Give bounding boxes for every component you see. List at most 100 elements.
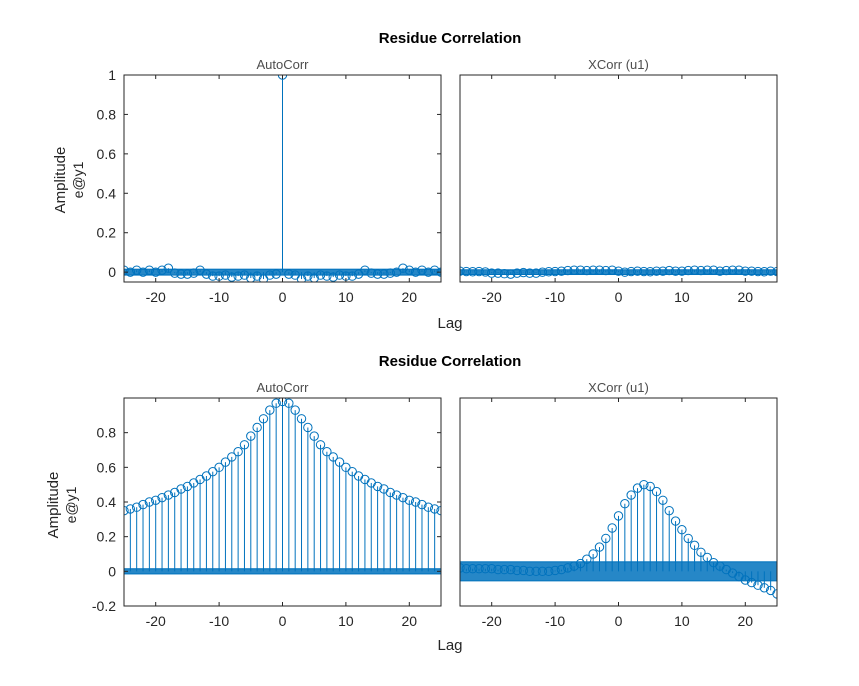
stem-marker	[651, 266, 662, 276]
stem-marker	[246, 431, 256, 441]
stem-marker	[208, 271, 218, 281]
stem-marker	[658, 495, 668, 505]
row2-ylabel-sub: e@y1	[63, 486, 79, 523]
stem-marker	[480, 564, 491, 574]
stem-marker	[493, 268, 503, 278]
stem-marker	[582, 554, 592, 564]
stem-marker	[531, 566, 541, 577]
stem-marker	[220, 457, 231, 467]
panel-title: AutoCorr	[256, 380, 309, 395]
stem-marker	[569, 561, 579, 571]
x-tick-label: 20	[738, 613, 754, 629]
stem-marker	[347, 466, 357, 477]
stem-marker	[626, 266, 636, 277]
stem-marker	[182, 269, 193, 279]
stem-marker	[499, 269, 510, 279]
stem-marker	[157, 492, 167, 503]
x-tick-label: 10	[338, 613, 354, 629]
x-tick-label: 0	[279, 289, 287, 305]
stem-marker	[594, 265, 605, 275]
stem-marker	[423, 267, 434, 277]
stem-marker	[296, 414, 307, 424]
stem-marker	[328, 272, 338, 282]
stem-marker	[537, 267, 548, 277]
stem-marker	[575, 558, 586, 569]
stem-marker	[410, 497, 421, 507]
stem-marker	[493, 564, 503, 575]
stem-marker	[170, 268, 180, 278]
x-tick-label: -20	[146, 289, 166, 305]
y-tick-label: 0.8	[97, 106, 117, 122]
stem-marker	[525, 566, 535, 577]
y-tick-label: 0.4	[97, 494, 117, 510]
y-tick-label: -0.2	[92, 598, 116, 614]
stem-marker	[670, 266, 681, 276]
y-tick-label: 0.8	[97, 425, 117, 441]
stem-marker	[677, 525, 687, 535]
stem-marker	[753, 266, 763, 277]
stem-marker	[544, 267, 554, 277]
y-tick-label: 0.6	[97, 146, 117, 162]
stem-marker	[734, 265, 744, 275]
stem-marker	[410, 267, 421, 277]
stem-marker	[284, 269, 294, 279]
stem-marker	[315, 440, 326, 450]
stem-marker	[461, 564, 472, 574]
stem-marker	[277, 398, 288, 407]
stem-marker	[201, 269, 212, 279]
stem-marker	[322, 271, 332, 281]
stem-marker	[239, 270, 250, 280]
stem-marker	[417, 265, 427, 275]
stem-marker	[727, 265, 738, 275]
x-tick-label: -20	[146, 613, 166, 629]
stem-marker	[460, 266, 465, 276]
stem-marker	[746, 577, 757, 588]
stem-marker	[563, 265, 573, 276]
row1-xlabel: Lag	[437, 315, 462, 332]
stem-marker	[334, 457, 345, 467]
stem-marker	[271, 269, 281, 279]
stem-marker	[315, 270, 326, 280]
stem-marker	[423, 502, 434, 512]
y-tick-label: 0	[108, 264, 116, 280]
panel-3-data	[124, 398, 441, 575]
stem-marker	[379, 269, 389, 279]
stem-marker	[683, 265, 693, 276]
stem-marker	[233, 271, 243, 281]
x-tick-label: 0	[615, 613, 623, 629]
stem-marker	[620, 267, 630, 277]
y-tick-label: 0.6	[97, 459, 117, 475]
panel-2-data	[460, 265, 777, 279]
stem-marker	[499, 564, 510, 575]
panel-title: XCorr (u1)	[588, 380, 649, 395]
stem-marker	[575, 265, 586, 275]
stem-marker	[645, 267, 655, 277]
stem-marker	[480, 267, 491, 277]
stem-marker	[157, 265, 167, 275]
stem-marker	[639, 266, 649, 277]
row1-ylabel-sub: e@y1	[70, 161, 86, 198]
stem-marker	[138, 267, 148, 277]
stem-marker	[417, 499, 427, 510]
stem-marker	[677, 266, 687, 276]
stem-marker	[518, 565, 529, 576]
axes-box	[459, 74, 778, 283]
stem-marker	[227, 452, 237, 462]
stem-marker	[131, 502, 142, 512]
stem-marker	[328, 452, 338, 462]
stem-marker	[258, 414, 269, 424]
stem-marker	[309, 431, 319, 441]
stem-marker	[341, 462, 351, 473]
stem-marker	[696, 547, 706, 557]
stem-marker	[303, 422, 313, 433]
stem-marker	[765, 266, 776, 276]
stem-marker	[385, 487, 395, 498]
row2-xlabel: Lag	[437, 637, 462, 654]
stem-marker	[460, 563, 465, 573]
stem-marker	[689, 540, 700, 551]
x-tick-label: -10	[209, 613, 229, 629]
x-tick-label: 10	[674, 289, 690, 305]
y-tick-label: 0.2	[97, 225, 117, 241]
stem-marker	[176, 484, 186, 494]
stem-marker	[582, 265, 592, 276]
